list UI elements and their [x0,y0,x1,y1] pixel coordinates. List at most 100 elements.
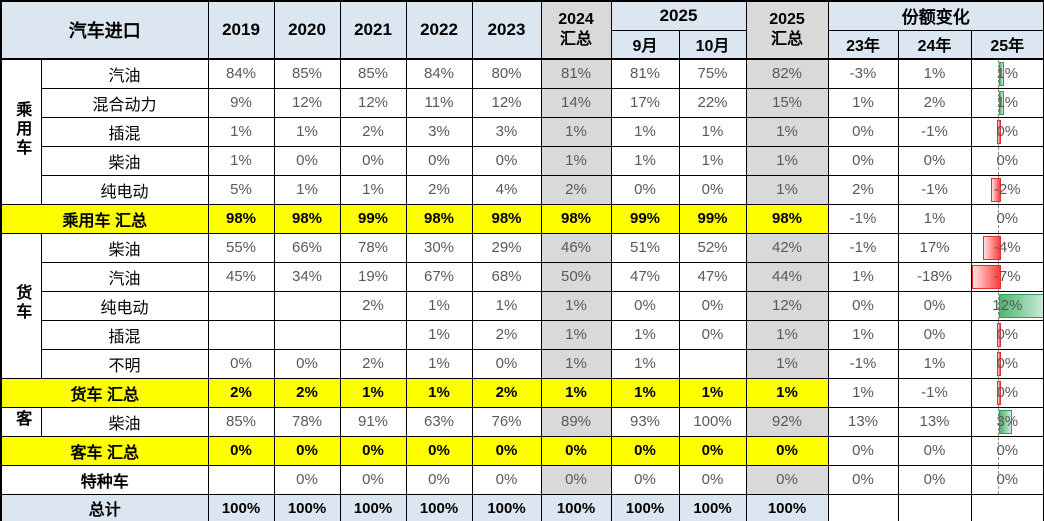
value-cell: 100% [678,406,747,437]
value-cell: 0% [610,464,680,495]
col-header-24y: 24年 [897,29,972,60]
value-cell: 100% [678,493,747,521]
group-label: 乘用车 [0,58,42,205]
share-change-bar-cell: 3% [970,406,1044,437]
bar-axis [997,60,999,87]
value-cell: 22% [678,87,747,118]
table-row: 货车 汇总 2% 2% 1% 1% 2% 1% 1% 1% 1% 1% -1% 0% [0,377,1044,408]
value-cell: 1% [897,58,972,89]
col-header-2022: 2022 [405,0,473,60]
value-cell: 99% [678,203,747,234]
value-cell: 0% [471,435,542,466]
col-header-25y: 25年 [970,29,1044,60]
value-cell: 68% [471,261,542,292]
col-header-23y: 23年 [827,29,899,60]
col-header-2025-total: 2025 汇总 [745,0,829,60]
row-label: 乘用车 汇总 [0,203,209,234]
table-row: 特种车 0% 0% 0% 0% 0% 0% 0% 0% 0% 0% 0% [0,464,1044,495]
col-header-2025-total-line1: 2025 [769,11,805,29]
table-row: 客柴油 85% 78% 91% 63% 76% 89% 93% 100% 92% 13% 13% 3% [0,406,1044,437]
row-label: 插混 [40,116,209,147]
value-text: 0% [996,355,1019,372]
table-row: 乘用车 汇总 98% 98% 99% 98% 98% 98% 99% 99% 98% -1% 1% 0% [0,203,1044,234]
value-cell: 85% [339,58,407,89]
negative-data-bar [996,351,1001,376]
negative-data-bar [983,235,1001,260]
value-cell: 1% [405,377,473,408]
value-text: 0% [996,152,1019,169]
col-group-2025: 2025 [610,0,747,31]
value-cell: 1% [897,203,972,234]
table-row: 柴油 1% 0% 0% 0% 0% 1% 1% 1% 1% 0% 0% 0% [1,145,1044,176]
col-header-2024-total-line1: 2024 [558,11,594,29]
value-cell: 0% [471,464,542,495]
value-cell [207,464,275,495]
share-change-bar-cell: 0% [970,348,1044,379]
value-cell: 81% [610,58,680,89]
value-cell: 1% [405,319,473,350]
value-cell: 1% [827,319,899,350]
table-body: 乘用车 汽油 84% 85% 85% 84% 80% 81% 81% 75% 82% -3% 1% 1% 混… [0,58,1044,521]
value-text: 0% [996,210,1019,227]
row-label: 货车 汇总 [0,377,209,408]
negative-data-bar [990,177,1001,202]
value-cell: 98% [745,203,829,234]
value-cell: 78% [339,232,407,263]
value-text: 0% [996,442,1019,459]
value-text: 0% [996,123,1019,140]
table-row: 货车 柴油 55% 66% 78% 30% 29% 46% 51% 52% 42% -1% 17% -4% [0,232,1044,379]
value-cell: 0% [827,435,899,466]
value-cell: -1% [897,116,972,147]
table-row: 乘用车 汽油 84% 85% 85% 84% 80% 81% 81% 75% 82% -3% 1% 1% [0,58,1044,205]
value-cell: 0% [273,435,341,466]
value-cell: 0% [827,116,899,147]
value-cell: 52% [678,232,747,263]
value-cell: 12% [471,87,542,118]
value-cell: -1% [897,377,972,408]
value-cell: 98% [207,203,275,234]
value-cell: 0% [471,348,542,379]
value-cell: 17% [897,232,972,263]
col-header-2025-total-line2: 汇总 [771,31,804,48]
group-label: 货车 [0,232,42,379]
value-cell: 98% [471,203,542,234]
share-change-bar-cell: 0% [970,377,1044,408]
value-cell: 1% [339,377,407,408]
share-change-bar-cell: 0% [970,145,1044,176]
value-cell: 0% [273,145,341,176]
row-label: 汽油 [40,261,209,292]
bar-axis [997,292,999,319]
value-cell: 80% [471,58,542,89]
value-cell: 50% [540,261,612,292]
value-cell: 63% [405,406,473,437]
value-cell: 0% [405,464,473,495]
value-text: 12% [992,297,1023,314]
value-cell: 0% [678,435,747,466]
value-cell: 2% [339,348,407,379]
value-cell: 75% [678,58,747,89]
value-cell: 0% [273,464,341,495]
value-cell: 1% [678,377,747,408]
value-cell: 1% [745,174,829,205]
row-label: 柴油 [40,145,209,176]
value-cell: 13% [827,406,899,437]
negative-data-bar [996,119,1001,144]
value-cell: 1% [405,348,473,379]
value-cell: 66% [273,232,341,263]
value-cell: 1% [339,174,407,205]
value-cell: 0% [610,174,680,205]
group-label-text: 乘用车 [13,100,31,158]
value-cell [897,493,972,521]
value-cell [207,290,275,321]
value-cell: 0% [897,319,972,350]
value-cell: 42% [745,232,829,263]
value-cell: 0% [678,290,747,321]
value-cell: 11% [405,87,473,118]
value-cell: 47% [610,261,680,292]
value-cell: 0% [339,145,407,176]
value-cell: 1% [540,290,612,321]
group-label-text: 客 [13,409,31,429]
value-cell: 1% [540,116,612,147]
value-cell: 12% [745,290,829,321]
negative-data-bar [996,380,1001,405]
